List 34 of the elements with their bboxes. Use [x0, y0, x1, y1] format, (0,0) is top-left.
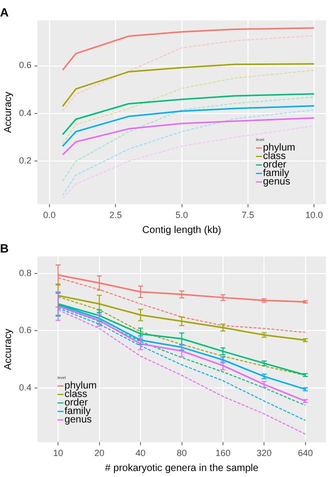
line-series — [62, 125, 315, 199]
y-tick-label: 0.6 — [18, 325, 32, 336]
x-tick-label: 0.0 — [43, 210, 56, 220]
legend-label: phylum — [263, 142, 296, 154]
x-tick-label: 80 — [176, 448, 187, 458]
x-tick-label: 7.5 — [242, 210, 254, 220]
y-tick-label: 0.8 — [18, 268, 32, 278]
y-tick-label: 0.4 — [18, 108, 32, 118]
chart-title: B — [0, 242, 9, 256]
x-tick-label: 40 — [136, 448, 146, 458]
chart-title: A — [0, 6, 9, 20]
x-axis-title: Contig length (kb) — [142, 224, 222, 236]
y-tick-label: 0.2 — [18, 156, 32, 166]
y-axis-title: Accuracy — [2, 92, 14, 133]
x-tick-label: 20 — [94, 448, 104, 458]
x-tick-label: 640 — [298, 448, 313, 458]
legend-label: family — [64, 406, 91, 418]
legend-label: genus — [64, 414, 92, 426]
y-tick-label: 0.6 — [18, 60, 32, 70]
y-axis-title: Accuracy — [2, 328, 14, 370]
x-tick-label: 5.0 — [176, 210, 188, 220]
x-tick-label: 2.5 — [109, 210, 122, 220]
x-tick-label: 320 — [256, 448, 272, 458]
legend-label: genus — [263, 176, 290, 188]
x-axis-title: # prokaryotic genera in the sample — [105, 462, 259, 474]
x-tick-label: 160 — [215, 448, 230, 458]
line-series — [62, 109, 315, 196]
y-tick-label: 0.4 — [18, 382, 32, 392]
legend-label: phylum — [64, 380, 97, 392]
x-tick-label: 10.0 — [305, 210, 323, 220]
line-series — [62, 70, 315, 144]
legend-label: family — [263, 168, 290, 180]
x-tick-label: 10 — [53, 448, 64, 458]
line-series — [62, 35, 315, 112]
